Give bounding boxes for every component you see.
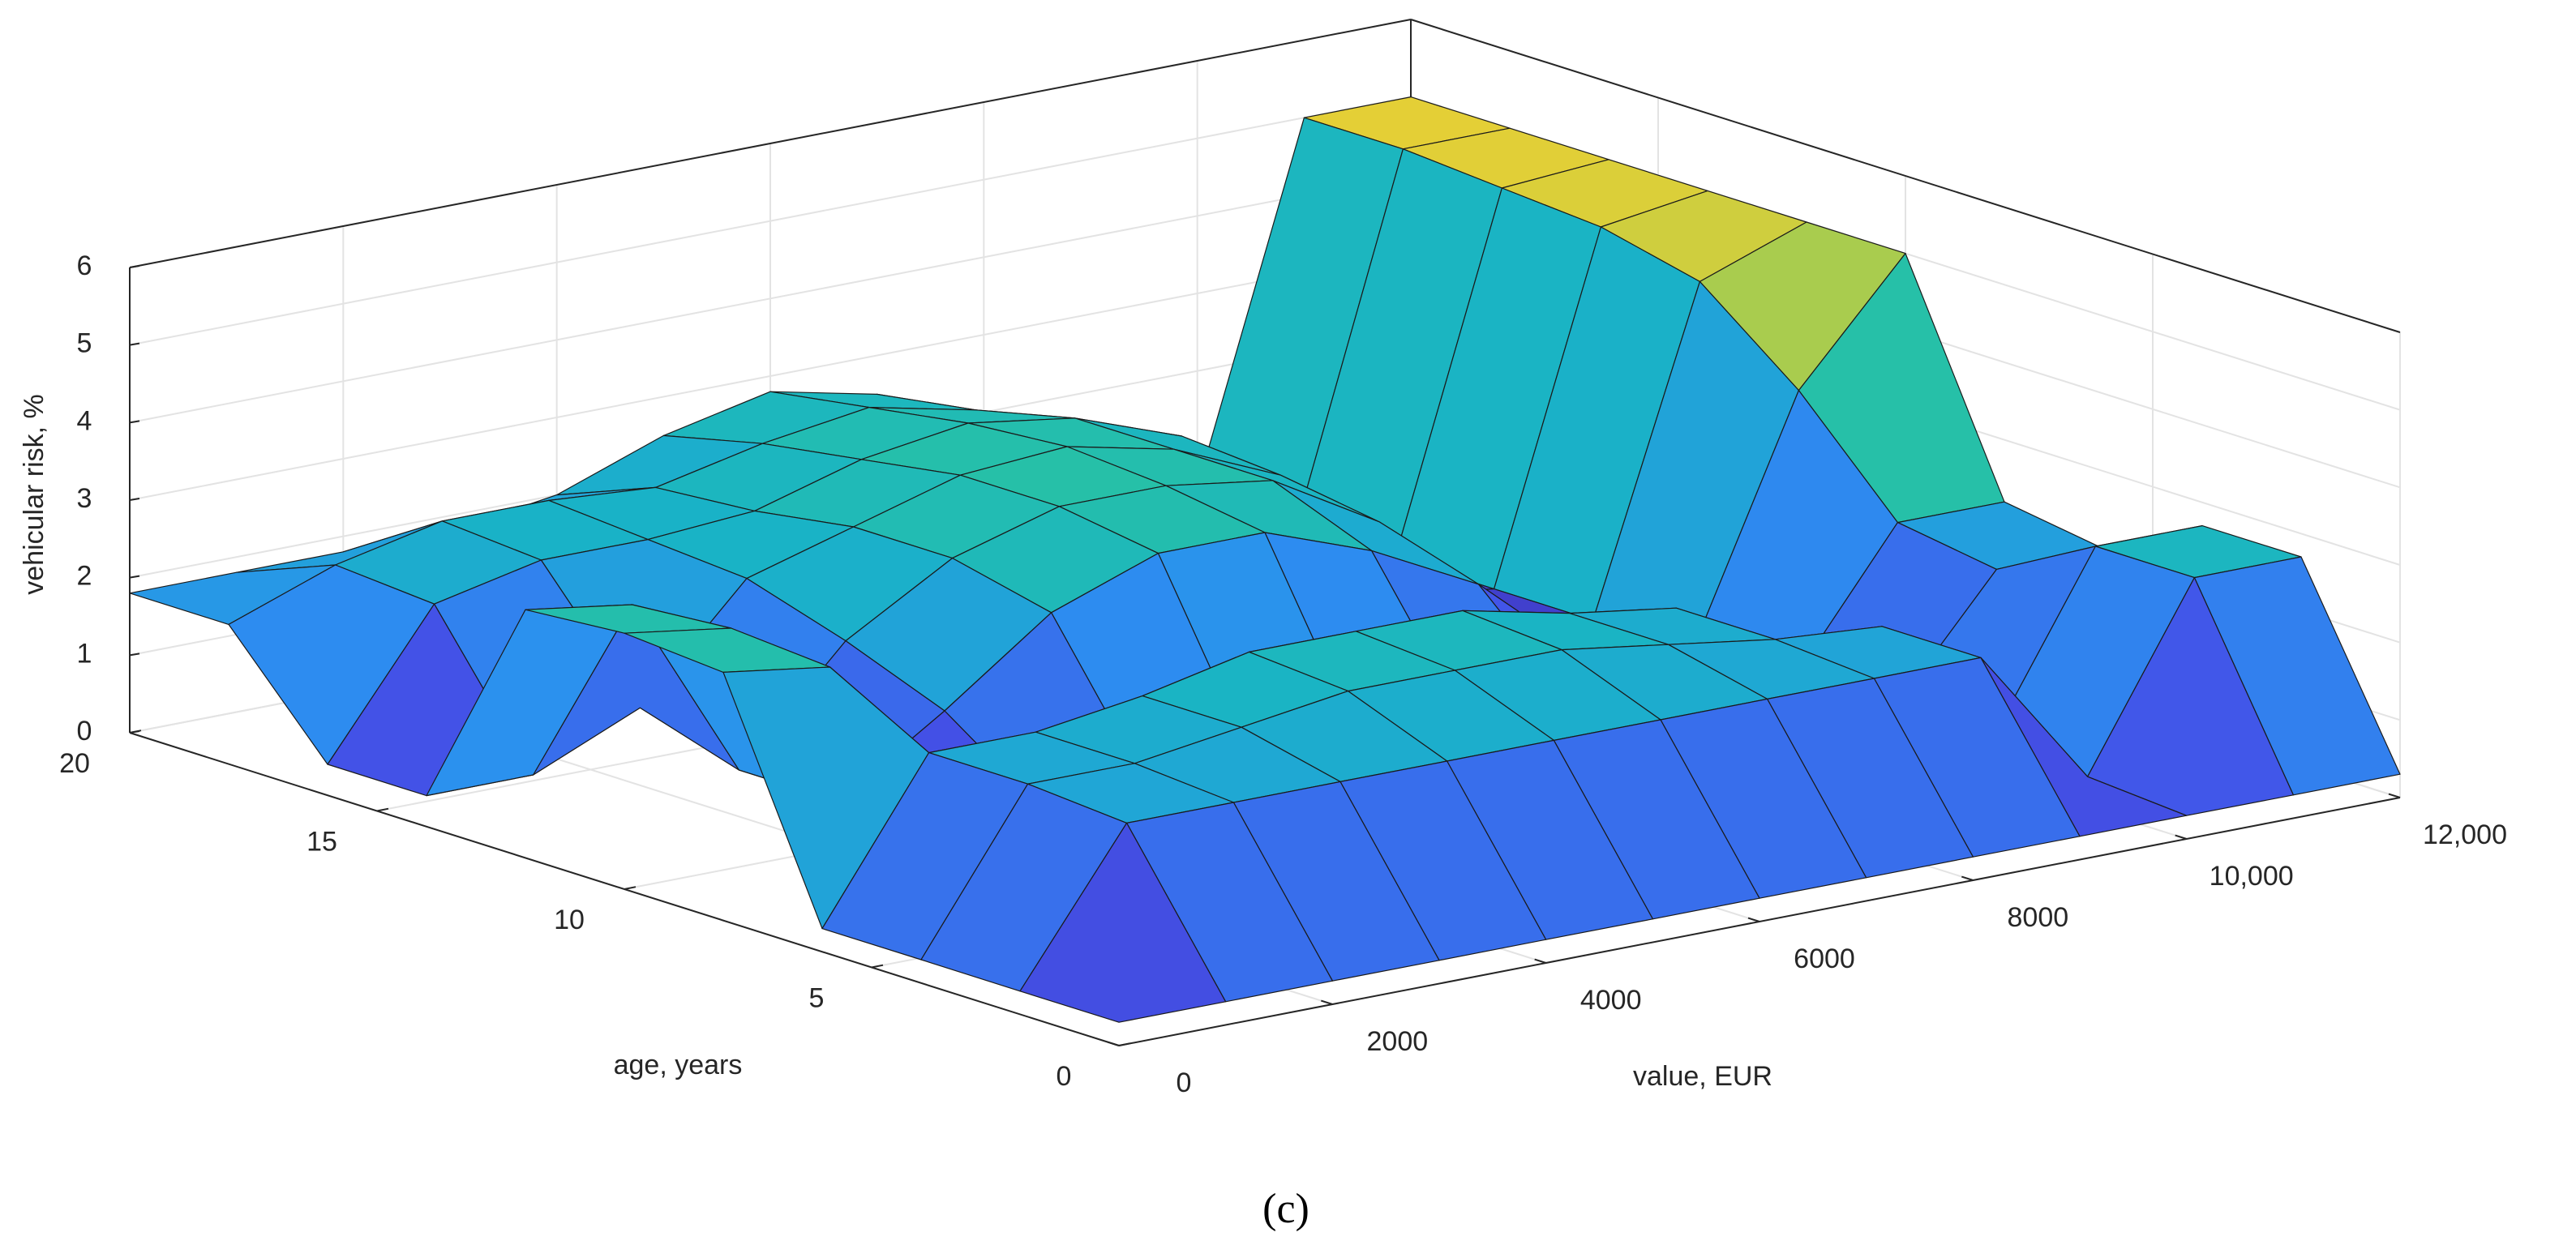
labels-layer: 0123456051015200200040006000800010,00012… (59, 250, 2507, 1098)
y-tick-label: 10 (554, 905, 585, 935)
z-tick (129, 342, 140, 346)
x-tick (1747, 917, 1760, 922)
x-tick-label: 2000 (1367, 1026, 1429, 1057)
surface (129, 96, 2401, 1023)
y-tick (871, 964, 884, 969)
y-tick-label: 0 (1057, 1061, 1072, 1092)
x-tick-label: 4000 (1580, 985, 1642, 1016)
box-edge (1410, 19, 2401, 333)
x-tick-label: 0 (1177, 1067, 1192, 1098)
z-tick-label: 5 (77, 328, 92, 359)
surface-patch (1019, 822, 1227, 1023)
z-tick-label: 1 (77, 638, 92, 669)
grid-line (129, 96, 1412, 346)
z-tick (129, 498, 140, 501)
caption: (c) (1262, 1186, 1309, 1232)
x-tick-label: 6000 (1794, 943, 1855, 974)
z-tick (129, 575, 140, 579)
y-tick (624, 886, 636, 890)
z-tick-label: 6 (77, 250, 92, 281)
y-tick-label: 20 (59, 748, 90, 779)
z-tick (129, 420, 140, 424)
x-tick (1107, 1041, 1120, 1046)
grid-line (129, 251, 1412, 501)
x-tick (2388, 793, 2401, 798)
x-tick (2175, 834, 2187, 840)
x-tick-label: 10,000 (2210, 861, 2294, 892)
z-tick-label: 3 (77, 483, 92, 514)
x-tick (1321, 999, 1333, 1005)
x-tick-label: 12,000 (2423, 819, 2507, 850)
box-edge (129, 19, 1412, 268)
y-tick-label: 5 (809, 982, 825, 1013)
y-tick (376, 807, 389, 812)
z-tick-label: 2 (77, 561, 92, 592)
x-tick-label: 8000 (2008, 902, 2069, 933)
z-tick-label: 0 (77, 716, 92, 747)
y-tick (1118, 1042, 1131, 1046)
z-axis-label: vehicular risk, % (19, 394, 49, 595)
z-tick (129, 265, 140, 268)
z-tick-label: 4 (77, 405, 92, 436)
z-tick (129, 652, 140, 657)
x-tick (1961, 875, 1974, 881)
grid-line (129, 173, 1412, 424)
y-tick (129, 729, 142, 734)
y-tick-label: 15 (306, 826, 337, 857)
y-axis-label: age, years (614, 1050, 743, 1080)
x-tick (1534, 958, 1546, 964)
x-axis-label: value, EUR (1633, 1061, 1772, 1092)
